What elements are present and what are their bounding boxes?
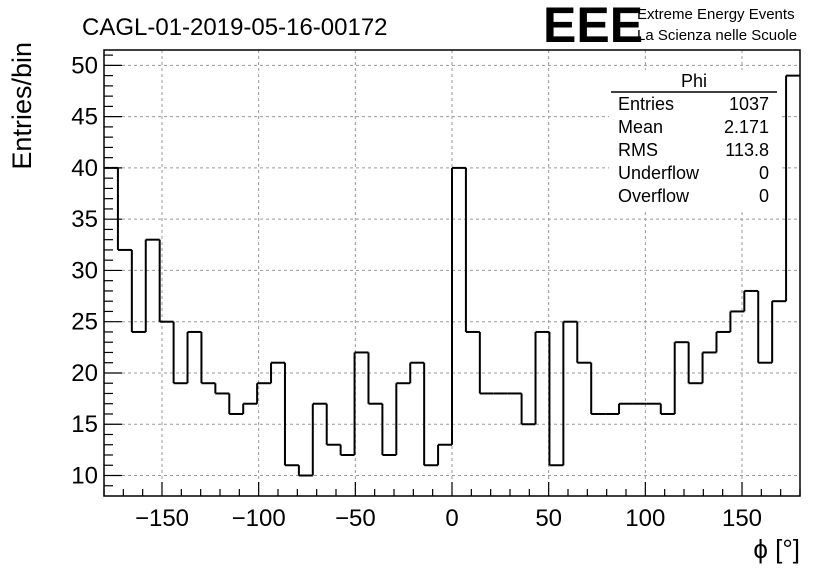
y-tick-label: 15 — [71, 411, 98, 438]
x-tick-label: 0 — [445, 505, 458, 532]
x-tick-label: −150 — [135, 505, 189, 532]
x-tick-label: 100 — [625, 505, 665, 532]
y-tick-label: 30 — [71, 257, 98, 284]
stats-box-title: Phi — [681, 71, 707, 91]
stats-row-value: 0 — [759, 163, 769, 183]
y-tick-labels: 10 15 20 25 30 35 40 45 50 — [71, 52, 98, 489]
stats-row-value: 0 — [759, 186, 769, 206]
stats-row-value: 113.8 — [725, 140, 769, 160]
stats-box-rows: Entries 1037 Mean 2.171 RMS 113.8 Underflow 0 Ov… — [618, 94, 769, 206]
stats-row-label: Overflow — [618, 186, 690, 206]
stats-row-label: Entries — [618, 94, 674, 114]
x-tick-labels: −150 −100 −50 0 50 100 150 — [135, 505, 762, 532]
histogram-series — [104, 74, 800, 477]
x-tick-label: 150 — [722, 505, 762, 532]
eee-logo-line2: La Scienza nelle Scuole — [637, 27, 797, 44]
eee-logo-letters: EEE — [543, 0, 643, 53]
y-tick-label: 45 — [71, 104, 98, 131]
chart-title: CAGL-01-2019-05-16-00172 — [82, 14, 388, 41]
stats-row-label: Mean — [618, 117, 663, 137]
eee-logo: EEE Extreme Energy Events La Scienza nel… — [543, 0, 797, 53]
x-tick-label: −50 — [335, 505, 376, 532]
y-tick-label: 20 — [71, 360, 98, 387]
stats-row-label: Underflow — [618, 163, 700, 183]
y-tick-label: 35 — [71, 206, 98, 233]
x-axis-label: ϕ [°] — [753, 534, 800, 564]
y-tick-label: 10 — [71, 462, 98, 489]
stats-row-value: 2.171 — [724, 117, 769, 137]
axes — [103, 49, 801, 497]
stats-row-label: RMS — [618, 140, 658, 160]
y-tick-label: 50 — [71, 52, 98, 79]
x-tick-label: −100 — [232, 505, 286, 532]
stats-box: Phi Entries 1037 Mean 2.171 RMS 113.8 Underflo… — [609, 70, 779, 210]
stats-box-background — [609, 70, 779, 210]
y-tick-label: 25 — [71, 309, 98, 336]
x-tick-label: 50 — [535, 505, 562, 532]
y-axis-label: Entries/bin — [7, 42, 37, 170]
y-tick-label: 40 — [71, 155, 98, 182]
stats-row-value: 1037 — [729, 94, 769, 114]
eee-logo-line1: Extreme Energy Events — [637, 6, 795, 23]
